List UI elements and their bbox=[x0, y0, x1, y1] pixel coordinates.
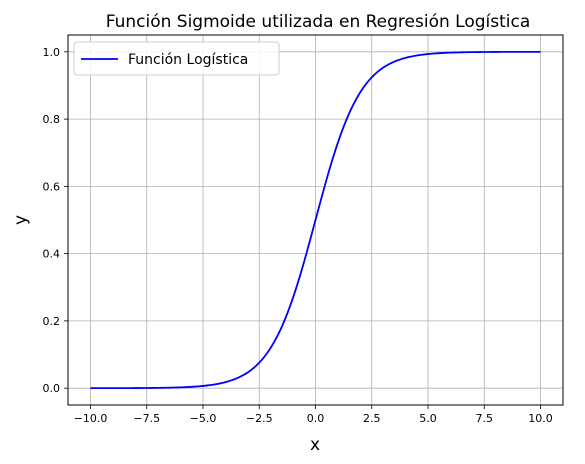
y-ticks: 0.0 0.2 0.4 0.6 0.8 1.0 bbox=[43, 46, 68, 395]
legend-label: Función Logística bbox=[128, 52, 248, 68]
x-tick-label: −5.0 bbox=[190, 412, 217, 425]
y-tick-label: 0.4 bbox=[43, 248, 61, 261]
y-axis-label: y bbox=[11, 215, 31, 225]
x-tick-label: −10.0 bbox=[74, 412, 108, 425]
x-tick-label: 2.5 bbox=[363, 412, 381, 425]
legend: Función Logística bbox=[73, 41, 280, 76]
series-line bbox=[90, 50, 541, 390]
y-tick-label: 0.6 bbox=[43, 180, 61, 193]
y-tick-label: 0.2 bbox=[43, 315, 61, 328]
x-tick-label: 10.0 bbox=[528, 412, 553, 425]
y-tick-label: 0.0 bbox=[43, 382, 61, 395]
x-tick-label: 7.5 bbox=[476, 412, 494, 425]
y-tick-label: 1.0 bbox=[43, 46, 61, 59]
x-ticks: −10.0 −7.5 −5.0 −2.5 0.0 2.5 5.0 7.5 10.0 bbox=[74, 405, 553, 425]
x-tick-label: 0.0 bbox=[307, 412, 325, 425]
series-layer bbox=[90, 50, 541, 390]
x-axis-label: x bbox=[310, 435, 320, 455]
x-tick-label: −2.5 bbox=[246, 412, 273, 425]
x-tick-label: 5.0 bbox=[419, 412, 437, 425]
y-tick-label: 0.8 bbox=[43, 113, 61, 126]
chart-title: Función Sigmoide utilizada en Regresión … bbox=[106, 12, 531, 32]
legend-box bbox=[73, 41, 280, 76]
x-tick-label: −7.5 bbox=[133, 412, 160, 425]
